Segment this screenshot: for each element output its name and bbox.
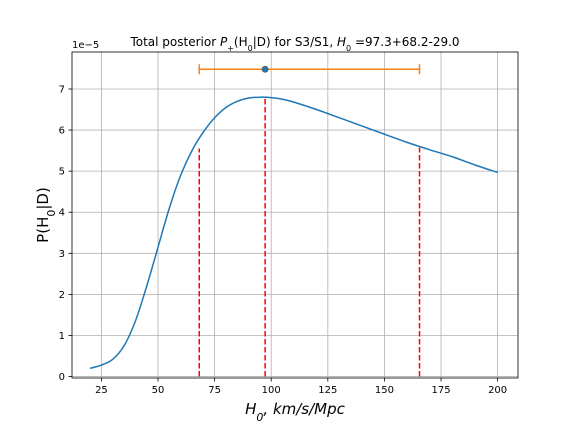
x-tick-label: 50 (152, 385, 165, 396)
x-tick-label: 75 (208, 385, 221, 396)
y-axis-ticks: 0 1 2 3 4 5 6 7 (59, 84, 72, 383)
x-tick-label: 175 (431, 385, 450, 396)
y-tick-label: 6 (59, 126, 65, 137)
errorbar (198, 64, 421, 75)
x-tick-label: 125 (318, 385, 337, 396)
x-tick-label: 100 (262, 385, 281, 396)
grid-lines (72, 52, 518, 378)
y-tick-label: 5 (59, 167, 65, 178)
y-tick-label: 1 (59, 331, 65, 342)
x-tick-label: 25 (95, 385, 108, 396)
y-tick-label: 7 (59, 84, 65, 95)
x-axis-label: H0, km/s/Mpc (245, 400, 346, 424)
x-axis-ticks: 25 50 75 100 125 150 175 200 (95, 378, 507, 396)
posterior-curve (89, 96, 498, 370)
x-tick-label: 150 (375, 385, 394, 396)
y-tick-label: 0 (59, 372, 65, 383)
plot-frame (71, 51, 519, 379)
y-axis-label: P(H0|D) (34, 187, 58, 243)
y-tick-label: 3 (59, 249, 65, 260)
x-tick-label: 200 (488, 385, 507, 396)
credible-interval-lines (198, 97, 421, 377)
errorbar-marker (261, 65, 269, 73)
offset-text: 1e−5 (72, 40, 99, 51)
y-tick-label: 2 (59, 290, 65, 301)
y-tick-label: 4 (59, 208, 65, 219)
chart-title: Total posterior P+(H0|D) for S3/S1, H0 =… (129, 35, 459, 53)
